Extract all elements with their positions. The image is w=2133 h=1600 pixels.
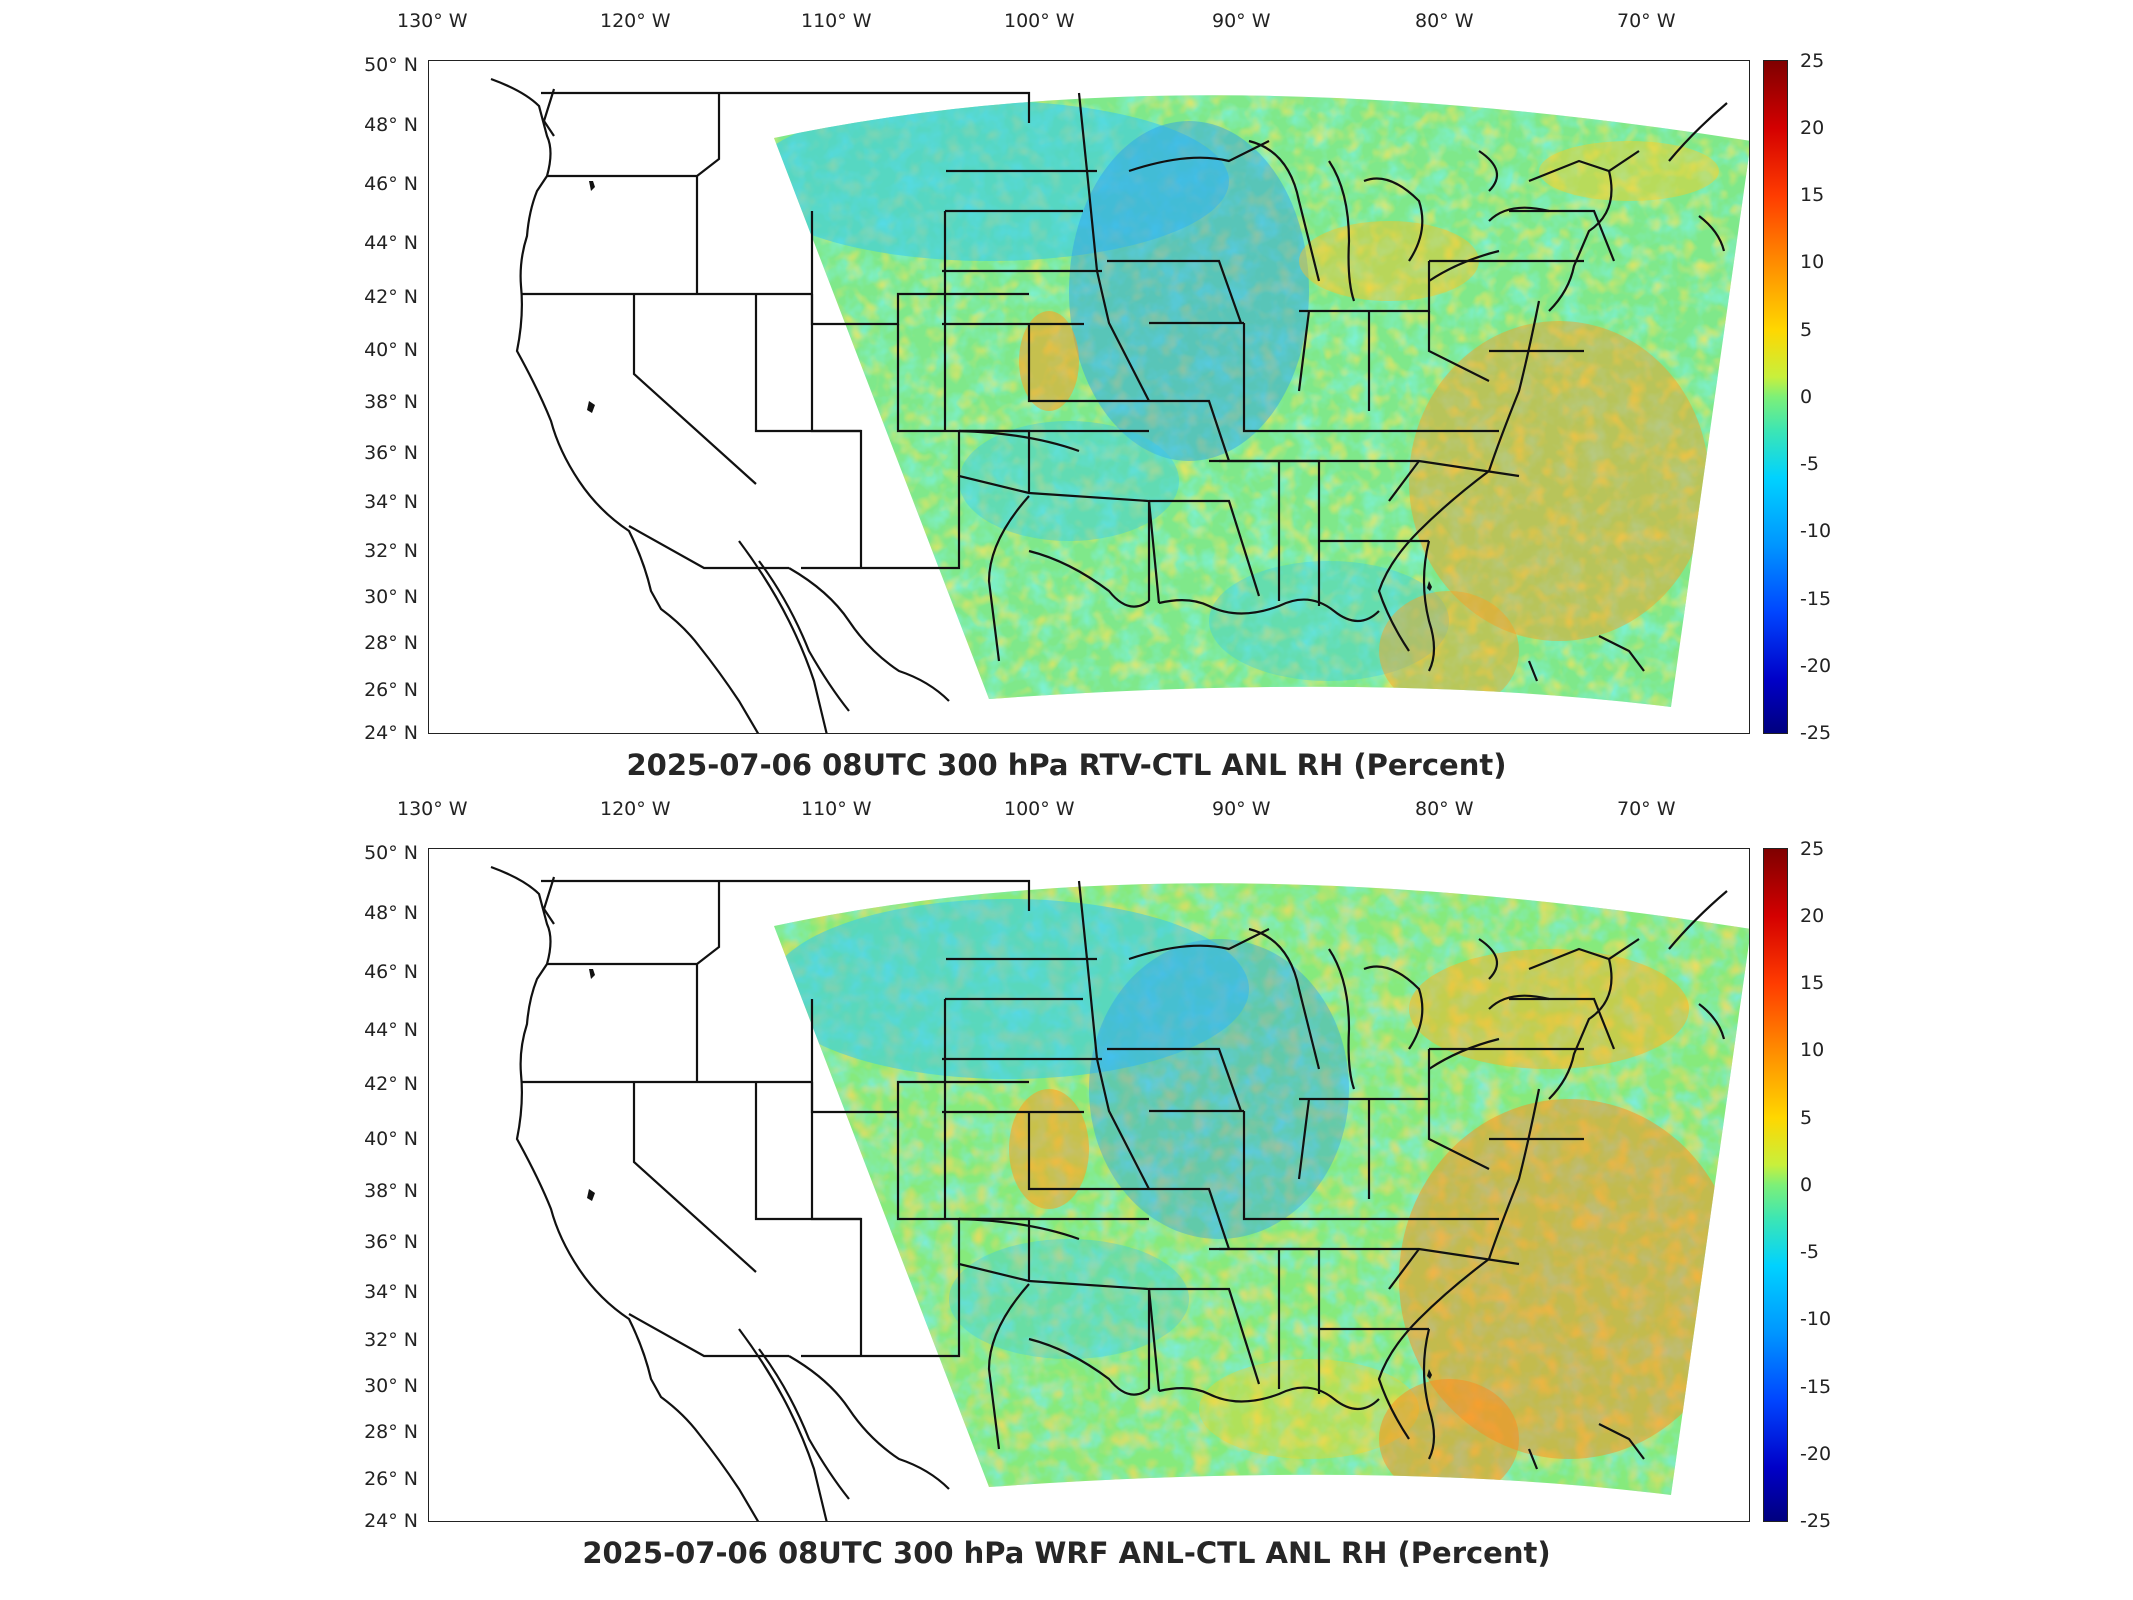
- lat-tick: 42° N: [364, 286, 418, 308]
- rh-difference-map: [490, 865, 1749, 1521]
- lon-tick: 130° W: [397, 10, 468, 32]
- colorbar-tick: 10: [1800, 251, 1825, 273]
- data-swath: [774, 95, 1749, 707]
- lon-tick: 110° W: [801, 798, 872, 820]
- lon-tick: 70° W: [1617, 798, 1676, 820]
- colorbar-tick: -5: [1800, 1241, 1819, 1263]
- colorbar-tick: 25: [1800, 838, 1825, 860]
- lon-tick: 120° W: [600, 798, 671, 820]
- colorbar-tick: 10: [1800, 1039, 1825, 1061]
- lon-tick: 130° W: [397, 798, 468, 820]
- colorbar-tick: 0: [1800, 386, 1813, 408]
- panel-wrf-anl-ctl: 130° W 120° W 110° W 100° W 90° W 80° W …: [0, 790, 2133, 1600]
- lakes-and-islands: [587, 969, 1432, 1379]
- lat-tick: 36° N: [364, 442, 418, 464]
- lat-tick: 40° N: [364, 1128, 418, 1150]
- colorbar-tick: -10: [1800, 520, 1832, 542]
- lat-tick: 30° N: [364, 586, 418, 608]
- colorbar-tick: 5: [1800, 1107, 1813, 1129]
- lat-tick: 48° N: [364, 114, 418, 136]
- colorbar-tick: -15: [1800, 1376, 1832, 1398]
- lat-tick: 38° N: [364, 391, 418, 413]
- map-plot-area: [428, 60, 1750, 734]
- lat-tick: 44° N: [364, 232, 418, 254]
- lat-tick: 26° N: [364, 1468, 418, 1490]
- lon-tick: 100° W: [1004, 798, 1075, 820]
- lat-tick: 46° N: [364, 173, 418, 195]
- colorbar: [1763, 848, 1788, 1522]
- figure-title: 2025-07-06 08UTC 300 hPa WRF ANL-CTL ANL…: [582, 1536, 1551, 1570]
- colorbar-tick: -25: [1800, 722, 1832, 744]
- coastline-and-borders: [490, 865, 1728, 1521]
- lon-tick: 90° W: [1212, 10, 1271, 32]
- data-swath: [774, 883, 1749, 1495]
- lakes-and-islands: [587, 181, 1432, 591]
- lat-tick: 46° N: [364, 961, 418, 983]
- colorbar-tick: -25: [1800, 1510, 1832, 1532]
- lon-tick: 120° W: [600, 10, 671, 32]
- lat-tick: 34° N: [364, 491, 418, 513]
- colorbar-tick: -20: [1800, 655, 1832, 677]
- lon-tick: 100° W: [1004, 10, 1075, 32]
- colorbar-tick: 15: [1800, 184, 1825, 206]
- lat-tick: 50° N: [364, 842, 418, 864]
- colorbar-tick: -10: [1800, 1308, 1832, 1330]
- lat-tick: 32° N: [364, 540, 418, 562]
- lat-tick: 30° N: [364, 1375, 418, 1397]
- lat-tick: 42° N: [364, 1073, 418, 1095]
- colorbar-tick: -15: [1800, 588, 1832, 610]
- lon-tick: 90° W: [1212, 798, 1271, 820]
- lon-tick: 80° W: [1415, 10, 1474, 32]
- colorbar-tick: -20: [1800, 1443, 1832, 1465]
- lat-tick: 48° N: [364, 902, 418, 924]
- colorbar-tick: 20: [1800, 905, 1825, 927]
- lat-tick: 40° N: [364, 339, 418, 361]
- panel-rtv-ctl: 130° W 120° W 110° W 100° W 90° W 80° W …: [0, 0, 2133, 790]
- colorbar-tick: 25: [1800, 50, 1825, 72]
- lon-tick: 110° W: [801, 10, 872, 32]
- lat-tick: 26° N: [364, 679, 418, 701]
- lat-tick: 24° N: [364, 722, 418, 744]
- lat-tick: 38° N: [364, 1180, 418, 1202]
- lat-tick: 34° N: [364, 1281, 418, 1303]
- lat-tick: 32° N: [364, 1329, 418, 1351]
- colorbar-tick: 5: [1800, 319, 1813, 341]
- coastline-and-borders: [490, 77, 1728, 733]
- colorbar-tick: 0: [1800, 1174, 1813, 1196]
- lat-tick: 50° N: [364, 54, 418, 76]
- figure-title: 2025-07-06 08UTC 300 hPa RTV-CTL ANL RH …: [626, 748, 1507, 782]
- lon-tick: 80° W: [1415, 798, 1474, 820]
- lat-tick: 28° N: [364, 632, 418, 654]
- lon-tick: 70° W: [1617, 10, 1676, 32]
- lat-tick: 28° N: [364, 1421, 418, 1443]
- colorbar-tick: 15: [1800, 972, 1825, 994]
- lat-tick: 36° N: [364, 1231, 418, 1253]
- lat-tick: 44° N: [364, 1019, 418, 1041]
- colorbar: [1763, 60, 1788, 734]
- map-plot-area: [428, 848, 1750, 1522]
- colorbar-tick: -5: [1800, 453, 1819, 475]
- colorbar-tick: 20: [1800, 117, 1825, 139]
- lat-tick: 24° N: [364, 1510, 418, 1532]
- rh-difference-map: [490, 77, 1749, 733]
